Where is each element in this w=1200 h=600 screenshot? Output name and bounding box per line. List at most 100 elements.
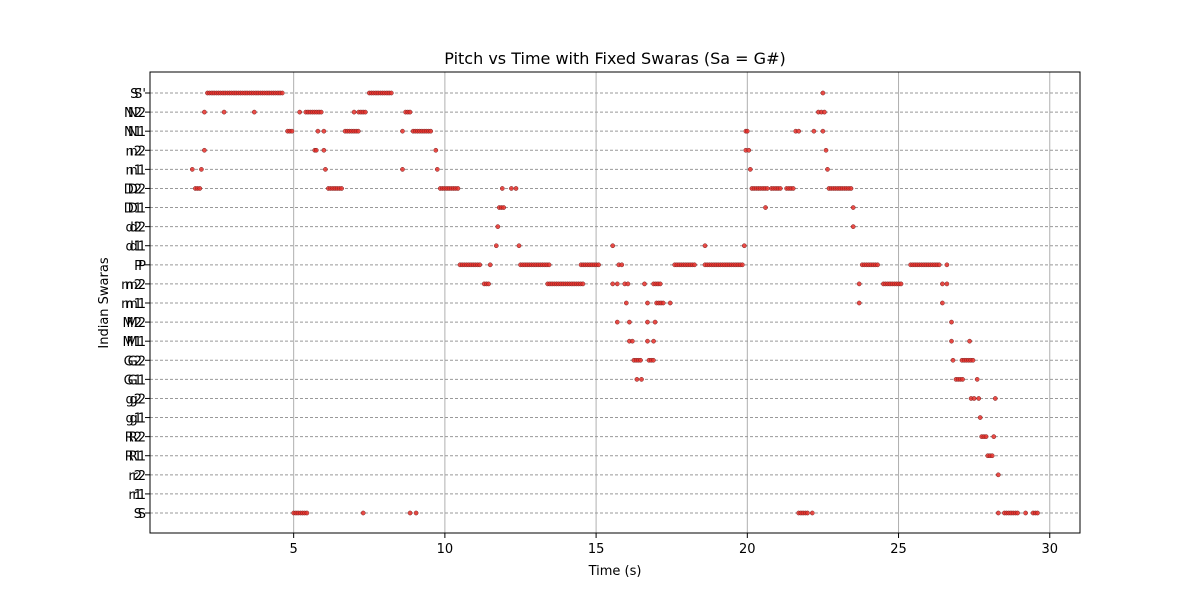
y-tick-label: g1	[125, 412, 142, 427]
data-point	[202, 147, 207, 153]
data-point	[825, 167, 830, 172]
data-point	[388, 90, 394, 96]
data-point	[493, 243, 499, 249]
data-point	[970, 357, 976, 363]
data-point	[856, 300, 862, 306]
data-point	[944, 262, 950, 268]
data-point	[580, 281, 586, 287]
data-point	[967, 338, 972, 344]
y-tick-label: D2	[124, 182, 142, 197]
data-point	[400, 167, 405, 172]
data-point	[321, 147, 327, 153]
data-point	[645, 319, 650, 325]
data-point	[746, 147, 752, 153]
data-point	[221, 109, 227, 115]
data-point	[974, 377, 980, 382]
x-tick-label: 5	[290, 542, 298, 557]
data-point	[323, 167, 328, 172]
data-point	[413, 510, 419, 516]
data-point	[279, 90, 285, 96]
data-point	[805, 510, 810, 516]
data-point	[362, 109, 368, 115]
y-tick-label-overlay: D2	[128, 182, 146, 197]
y-tick-label-overlay: n1	[129, 163, 146, 178]
data-point	[596, 262, 601, 268]
data-point	[610, 281, 616, 287]
y-tick-label-overlay: R2	[129, 431, 146, 446]
x-tick-label: 10	[437, 542, 454, 557]
data-point	[495, 224, 501, 229]
data-point	[351, 109, 357, 115]
y-tick-label-overlay: n2	[129, 144, 146, 159]
data-point	[645, 300, 650, 306]
data-point	[477, 262, 483, 268]
data-point	[875, 262, 880, 268]
data-point	[251, 109, 257, 115]
data-point	[657, 281, 663, 287]
y-tick-label: m2	[121, 278, 142, 293]
data-point	[434, 167, 440, 172]
data-point	[339, 186, 344, 191]
data-point	[651, 357, 656, 363]
data-point	[820, 128, 826, 134]
data-point	[944, 281, 950, 287]
data-point	[634, 377, 640, 382]
data-point	[619, 262, 625, 268]
chart-title: Pitch vs Time with Fixed Swaras (Sa = G#…	[444, 49, 785, 68]
data-point	[645, 338, 650, 344]
data-point	[823, 147, 829, 153]
y-tick-label: m1	[121, 297, 142, 312]
y-tick-label-overlay: d2	[129, 221, 146, 236]
data-point	[949, 319, 954, 325]
y-tick-label-overlay: S	[138, 507, 146, 522]
y-tick-label-overlay: N2	[128, 106, 146, 121]
data-point	[630, 338, 635, 344]
data-point	[992, 396, 998, 401]
data-point	[297, 109, 303, 115]
y-tick-label: R1	[125, 450, 142, 465]
data-point	[407, 510, 413, 516]
data-point	[428, 128, 434, 134]
data-point	[898, 281, 904, 287]
data-point	[740, 262, 745, 268]
y-tick-label-overlay: S'	[134, 87, 146, 102]
y-axis-label: Indian Swaras	[97, 257, 112, 348]
y-tick-label: G2	[124, 354, 142, 369]
y-tick-label: r1	[128, 488, 142, 503]
y-tick-label-overlay: M1	[127, 335, 147, 350]
y-tick-label-overlay: D1	[128, 202, 146, 217]
data-point	[763, 205, 768, 210]
data-point	[614, 319, 620, 325]
x-tick-label: 15	[588, 542, 605, 557]
data-point	[639, 377, 644, 382]
x-tick-label: 20	[739, 542, 756, 557]
data-point	[977, 415, 983, 420]
y-tick-label: d1	[125, 240, 142, 255]
data-point	[848, 186, 854, 191]
y-tick-label: M1	[123, 335, 143, 350]
data-point	[625, 281, 631, 287]
x-tick-label: 30	[1041, 542, 1058, 557]
data-point	[360, 510, 366, 516]
data-point	[971, 396, 977, 401]
data-point	[764, 186, 770, 191]
data-point	[822, 109, 827, 115]
data-point	[516, 243, 522, 249]
y-tick-label: N2	[124, 106, 142, 121]
data-point	[407, 109, 413, 115]
data-point	[989, 453, 995, 459]
data-point	[623, 300, 629, 306]
data-point	[199, 167, 204, 172]
data-point	[499, 186, 505, 191]
data-point	[433, 147, 439, 153]
y-tick-label: n1	[125, 163, 142, 178]
y-tick-label: D1	[124, 202, 142, 217]
data-points	[189, 90, 1040, 516]
y-tick-label-overlay: m2	[125, 278, 146, 293]
data-point	[796, 128, 802, 134]
data-point	[983, 434, 989, 439]
y-tick-label: g2	[125, 392, 142, 407]
data-point	[940, 281, 945, 287]
y-tick-label-overlay: N1	[128, 125, 146, 140]
